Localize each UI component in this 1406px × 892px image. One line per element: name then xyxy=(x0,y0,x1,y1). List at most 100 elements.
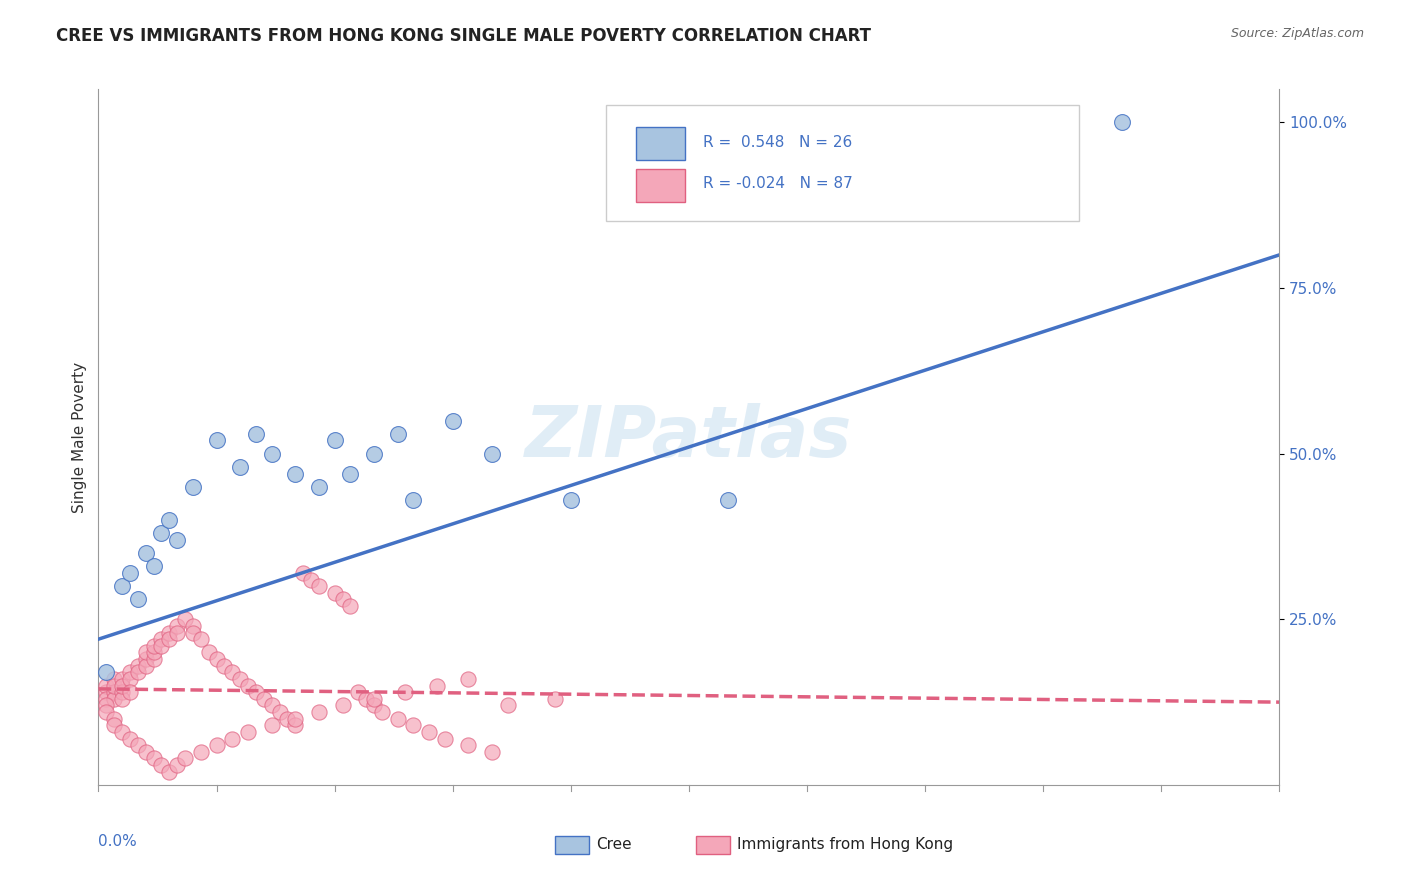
Point xyxy=(205,434,228,448)
Point xyxy=(284,712,307,726)
Point xyxy=(118,672,141,686)
Point xyxy=(127,738,149,752)
Point xyxy=(111,691,134,706)
Point xyxy=(150,526,173,541)
Point xyxy=(166,619,188,633)
Point xyxy=(426,679,449,693)
Text: R = -0.024   N = 87: R = -0.024 N = 87 xyxy=(703,177,853,191)
Text: Cree: Cree xyxy=(596,838,631,852)
Text: Immigrants from Hong Kong: Immigrants from Hong Kong xyxy=(737,838,953,852)
Point xyxy=(96,691,118,706)
Point xyxy=(402,493,425,508)
Text: 0.0%: 0.0% xyxy=(98,834,138,848)
Text: Source: ZipAtlas.com: Source: ZipAtlas.com xyxy=(1230,27,1364,40)
Point xyxy=(127,592,149,607)
Point xyxy=(190,632,212,647)
Point xyxy=(142,645,165,659)
Point xyxy=(323,586,346,600)
Point xyxy=(339,467,361,481)
Point xyxy=(103,679,125,693)
Point xyxy=(496,698,519,713)
Point xyxy=(394,685,416,699)
Point xyxy=(544,691,567,706)
Point xyxy=(174,612,197,626)
Point xyxy=(127,665,149,680)
Point xyxy=(457,672,479,686)
Point xyxy=(205,738,228,752)
Point xyxy=(166,625,188,640)
Point xyxy=(299,573,322,587)
Point xyxy=(260,718,283,732)
Point xyxy=(96,685,118,699)
Point xyxy=(214,658,236,673)
Point xyxy=(205,652,228,666)
Point xyxy=(103,685,125,699)
Point xyxy=(166,758,188,772)
Point xyxy=(363,691,385,706)
Point xyxy=(135,645,157,659)
Point xyxy=(103,691,125,706)
Point xyxy=(135,546,157,560)
Point xyxy=(323,434,346,448)
Point xyxy=(418,725,440,739)
Point xyxy=(181,619,204,633)
Text: R =  0.548   N = 26: R = 0.548 N = 26 xyxy=(703,135,852,150)
Point xyxy=(276,712,298,726)
Point xyxy=(441,413,464,427)
Point xyxy=(354,691,377,706)
Point xyxy=(339,599,361,613)
Point xyxy=(181,480,204,494)
Point xyxy=(236,725,259,739)
Text: CREE VS IMMIGRANTS FROM HONG KONG SINGLE MALE POVERTY CORRELATION CHART: CREE VS IMMIGRANTS FROM HONG KONG SINGLE… xyxy=(56,27,872,45)
Point xyxy=(142,559,165,574)
Bar xyxy=(636,169,685,202)
Point xyxy=(229,672,252,686)
Point xyxy=(387,712,409,726)
Point xyxy=(96,705,118,719)
Point xyxy=(127,658,149,673)
Point xyxy=(387,426,409,441)
Point xyxy=(118,566,141,580)
Point xyxy=(433,731,456,746)
Point xyxy=(142,639,165,653)
Point xyxy=(236,679,259,693)
Point xyxy=(253,691,276,706)
Point xyxy=(118,731,141,746)
Point xyxy=(96,679,118,693)
Point xyxy=(332,592,354,607)
Point xyxy=(245,426,267,441)
Point xyxy=(111,685,134,699)
Point xyxy=(481,447,503,461)
Point xyxy=(284,467,307,481)
Point xyxy=(371,705,394,719)
Point xyxy=(111,672,134,686)
Point xyxy=(229,459,252,474)
Point xyxy=(190,745,212,759)
Point xyxy=(111,579,134,593)
Point xyxy=(96,698,118,713)
Point xyxy=(560,493,582,508)
Point xyxy=(260,698,283,713)
Point xyxy=(157,513,180,527)
Point xyxy=(150,758,173,772)
Point xyxy=(118,685,141,699)
Point xyxy=(96,665,118,680)
Point xyxy=(103,718,125,732)
Point xyxy=(157,632,180,647)
Point xyxy=(363,698,385,713)
Text: ZIPatlas: ZIPatlas xyxy=(526,402,852,472)
Point xyxy=(1111,115,1133,129)
Point xyxy=(166,533,188,547)
Point xyxy=(150,639,173,653)
Point xyxy=(717,493,740,508)
Point xyxy=(111,725,134,739)
Point xyxy=(135,652,157,666)
Point xyxy=(457,738,479,752)
Point xyxy=(103,712,125,726)
Point xyxy=(284,718,307,732)
Point xyxy=(181,625,204,640)
Point xyxy=(292,566,315,580)
FancyBboxPatch shape xyxy=(606,104,1078,221)
Point xyxy=(260,447,283,461)
Point xyxy=(347,685,370,699)
